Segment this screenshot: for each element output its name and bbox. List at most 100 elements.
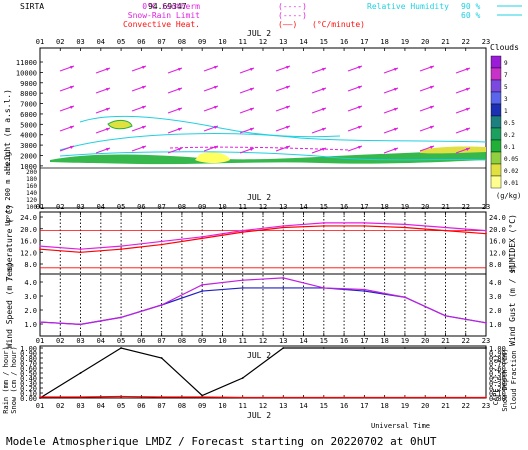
hour-tick-label: 10 xyxy=(218,203,226,211)
precip-tick-label: 0.60 xyxy=(20,365,37,373)
hour-tick-label: 21 xyxy=(441,38,449,46)
upper-wind-arrows xyxy=(59,65,471,154)
temperature-data-point xyxy=(39,248,41,251)
precip-data-point xyxy=(160,357,163,359)
cape-axis-title: CAPE (J / g) xyxy=(492,355,500,406)
precip-tick-label: 0.90 xyxy=(20,350,37,358)
hour-tick-label: 14 xyxy=(299,38,307,46)
temperature-data-point xyxy=(322,225,325,227)
height-tick-label: 7000 xyxy=(20,101,37,109)
wind-arrow-head xyxy=(142,146,146,149)
wind-arrow-head xyxy=(322,108,326,111)
wind-arrow-head xyxy=(322,68,326,71)
hour-tick-label: 19 xyxy=(401,203,409,211)
hour-tick-label: 11 xyxy=(239,402,247,410)
temperature-data-point xyxy=(322,221,325,224)
wind-arrow-head xyxy=(106,148,110,151)
precip-data-point xyxy=(322,347,325,349)
wind-data-point xyxy=(363,288,366,291)
wind-arrow-head xyxy=(466,88,470,91)
hour-tick-label: 19 xyxy=(401,38,409,46)
cloud-scale-swatch xyxy=(490,79,502,93)
hour-tick-label: 12 xyxy=(259,337,267,345)
temperature-series-line xyxy=(39,225,487,253)
hour-tick-label: 12 xyxy=(259,402,267,410)
wind-arrow-head xyxy=(214,126,218,129)
temperature-data-point xyxy=(444,229,447,232)
temperature-tick-label-right: 16.0 xyxy=(489,238,506,246)
cloud-scale-label: 0.2 xyxy=(504,132,515,139)
precip-tick-label: 0.30 xyxy=(20,380,37,388)
temperature-data-point xyxy=(404,223,406,226)
precip-data-point xyxy=(444,347,447,349)
temperature-tick-label: 12.0 xyxy=(20,249,37,257)
hour-tick-label: 17 xyxy=(360,38,368,46)
station-name: SIRTA xyxy=(20,2,44,11)
wind-arrow-head xyxy=(394,88,398,91)
wind-arrow-head xyxy=(250,88,254,91)
wind-arrow-head xyxy=(430,106,434,109)
hour-tick-label: 18 xyxy=(380,402,388,410)
hour-tick-label: 01 xyxy=(36,38,44,46)
hour-tick-label: 16 xyxy=(340,402,348,410)
hour-tick-label: 03 xyxy=(76,337,84,345)
legend-item-unit: (°C/minute) xyxy=(312,20,365,29)
wind-arrow-head xyxy=(70,86,74,89)
rh-legend-v1: 90 % xyxy=(461,2,480,11)
hour-tick-label: 02 xyxy=(56,38,64,46)
precip-tick-label-right: 0.60 xyxy=(489,365,506,373)
temperature-tick-label: 20.0 xyxy=(20,226,37,234)
hour-tick-label: 21 xyxy=(441,203,449,211)
precip-data-point xyxy=(322,396,325,399)
hour-tick-label: 03 xyxy=(76,203,84,211)
precip-tick-label: 1.00 xyxy=(20,345,37,353)
height-tick-label: 3000 xyxy=(20,142,37,150)
hour-tick-label: 13 xyxy=(279,402,287,410)
precip-tick-label: 0.40 xyxy=(20,375,37,383)
wind-series-line xyxy=(39,277,487,325)
date-label-p3: JUL 2 xyxy=(247,351,271,360)
cloud-scale-swatch xyxy=(490,115,502,129)
hour-tick-label: 10 xyxy=(218,402,226,410)
wind-data-point xyxy=(160,304,163,306)
wind-arrow-head xyxy=(430,126,434,129)
cloud-scale-swatch xyxy=(490,175,502,189)
wind-arrow-head xyxy=(70,126,74,129)
wind-arrow-head xyxy=(70,106,74,109)
hour-tick-label: 21 xyxy=(441,402,449,410)
height-axis-title: Height (m a.s.l.) xyxy=(3,89,12,171)
wind-arrow-head xyxy=(178,128,182,131)
hour-tick-label: 09 xyxy=(198,203,206,211)
precip-series-line xyxy=(39,347,486,399)
hour-tick-label: 14 xyxy=(299,203,307,211)
footer-title: Modele Atmospherique LMDZ / Forecast sta… xyxy=(6,435,437,448)
hour-tick-label: 01 xyxy=(36,203,44,211)
hour-tick-label: 23 xyxy=(482,337,490,345)
cloud-scale-swatch xyxy=(490,163,502,177)
temperature-data-point xyxy=(79,251,82,254)
wind-arrow-head xyxy=(142,106,146,109)
wind-arrow-head xyxy=(250,148,254,151)
wind-arrow-head xyxy=(178,108,182,111)
height-tick-label: 9000 xyxy=(20,80,37,88)
hour-tick-label: 23 xyxy=(482,402,490,410)
wind-arrow-head xyxy=(214,86,218,89)
chart-series xyxy=(39,221,487,399)
wind-arrow-head xyxy=(214,66,218,69)
precip-data-point xyxy=(201,396,204,398)
hour-tick-label: 09 xyxy=(198,402,206,410)
cloud-scale-swatch xyxy=(490,151,502,165)
precip-data-point xyxy=(39,396,41,398)
precip-data-point xyxy=(282,347,285,349)
precip-tick-label-right: 0.90 xyxy=(489,350,506,358)
temperature-data-point xyxy=(201,237,204,240)
temperature-data-point xyxy=(160,240,163,243)
hour-tick-label: 03 xyxy=(76,402,84,410)
wind-arrow-head xyxy=(250,128,254,131)
height-low-tick-label: 100 xyxy=(26,204,37,211)
height-axis-title-low: Up to 200 m a.s.l. xyxy=(4,150,12,226)
hour-tick-label: 10 xyxy=(218,337,226,345)
hour-tick-label: 02 xyxy=(56,402,64,410)
precip-data-point xyxy=(404,347,406,349)
